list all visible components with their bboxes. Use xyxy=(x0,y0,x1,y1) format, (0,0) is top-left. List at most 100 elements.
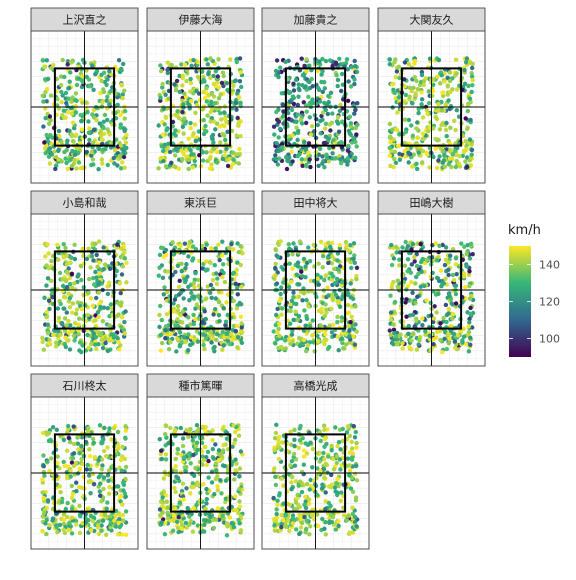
pitch-point xyxy=(117,347,121,351)
pitch-point xyxy=(97,475,101,479)
pitch-point xyxy=(299,525,303,529)
pitch-point xyxy=(219,491,223,495)
pitch-point xyxy=(175,113,179,117)
pitch-point xyxy=(396,144,400,148)
pitch-point xyxy=(239,514,243,518)
pitch-point xyxy=(309,100,313,104)
pitch-point xyxy=(333,156,337,160)
pitch-point xyxy=(184,465,188,469)
pitch-point xyxy=(331,296,335,300)
pitch-point xyxy=(436,109,440,113)
pitch-point xyxy=(46,323,50,327)
pitch-point xyxy=(329,444,333,448)
pitch-point xyxy=(207,519,211,523)
pitch-point xyxy=(63,156,67,160)
pitch-point xyxy=(191,485,195,489)
pitch-point xyxy=(102,449,106,453)
pitch-point xyxy=(205,497,209,501)
pitch-point xyxy=(171,301,175,305)
pitch-point xyxy=(87,131,91,135)
pitch-point xyxy=(277,445,281,449)
pitch-point xyxy=(453,128,457,132)
pitch-point xyxy=(77,451,81,455)
pitch-point xyxy=(448,157,452,161)
pitch-point xyxy=(213,263,217,267)
pitch-point xyxy=(68,468,72,472)
facet-panel: 加藤貴之 xyxy=(262,8,369,183)
facet-panel: 小島和哉 xyxy=(31,191,138,366)
pitch-point xyxy=(208,157,212,161)
pitch-point xyxy=(302,257,306,261)
pitch-point xyxy=(353,64,357,68)
pitch-point xyxy=(121,445,125,449)
pitch-point xyxy=(181,106,185,110)
pitch-point xyxy=(214,461,218,465)
pitch-point xyxy=(388,153,392,157)
pitch-point xyxy=(348,132,352,136)
pitch-point xyxy=(61,58,65,62)
pitch-point xyxy=(59,140,63,144)
pitch-point xyxy=(463,159,467,163)
pitch-point xyxy=(349,121,353,125)
pitch-point xyxy=(198,460,202,464)
pitch-point xyxy=(409,123,413,127)
pitch-point xyxy=(108,522,112,526)
pitch-point xyxy=(95,118,99,122)
pitch-point xyxy=(304,349,308,353)
pitch-point xyxy=(92,128,96,132)
pitch-point xyxy=(234,470,238,474)
pitch-point xyxy=(86,119,90,123)
pitch-point xyxy=(59,321,63,325)
pitch-point xyxy=(215,282,219,286)
pitch-point xyxy=(181,296,185,300)
pitch-point xyxy=(224,300,228,304)
pitch-point xyxy=(307,497,311,501)
pitch-point xyxy=(101,519,105,523)
pitch-point xyxy=(450,317,454,321)
pitch-point xyxy=(321,265,325,269)
pitch-point xyxy=(58,490,62,494)
pitch-point xyxy=(120,502,124,506)
pitch-point xyxy=(78,531,82,535)
pitch-point xyxy=(299,270,303,274)
pitch-point xyxy=(67,521,71,525)
pitch-point xyxy=(298,426,302,430)
pitch-point xyxy=(297,314,301,318)
pitch-point xyxy=(67,292,71,296)
pitch-point xyxy=(234,101,238,105)
pitch-point xyxy=(284,524,288,528)
pitch-point xyxy=(181,482,185,486)
pitch-point xyxy=(273,266,277,270)
pitch-point xyxy=(415,348,419,352)
pitch-point xyxy=(180,320,184,324)
pitch-point xyxy=(157,325,161,329)
pitch-point xyxy=(49,259,53,263)
pitch-point xyxy=(239,285,243,289)
pitch-point xyxy=(310,124,314,128)
pitch-point xyxy=(220,81,224,85)
pitch-point xyxy=(191,529,195,533)
pitch-point xyxy=(77,160,81,164)
pitch-point xyxy=(161,149,165,153)
pitch-point xyxy=(91,141,95,145)
pitch-point xyxy=(67,436,71,440)
pitch-point xyxy=(455,159,459,163)
pitch-point xyxy=(65,270,69,274)
pitch-point xyxy=(439,123,443,127)
pitch-point xyxy=(178,244,182,248)
pitch-point xyxy=(115,243,119,247)
pitch-point xyxy=(354,430,358,434)
pitch-point xyxy=(192,285,196,289)
pitch-point xyxy=(171,529,175,533)
pitch-point xyxy=(214,468,218,472)
pitch-point xyxy=(208,166,212,170)
pitch-point xyxy=(61,289,65,293)
pitch-point xyxy=(158,96,162,100)
pitch-point xyxy=(455,272,459,276)
pitch-point xyxy=(348,243,352,247)
pitch-point xyxy=(47,299,51,303)
pitch-point xyxy=(323,332,327,336)
pitch-point xyxy=(40,490,44,494)
pitch-point xyxy=(180,523,184,527)
pitch-point xyxy=(85,467,89,471)
